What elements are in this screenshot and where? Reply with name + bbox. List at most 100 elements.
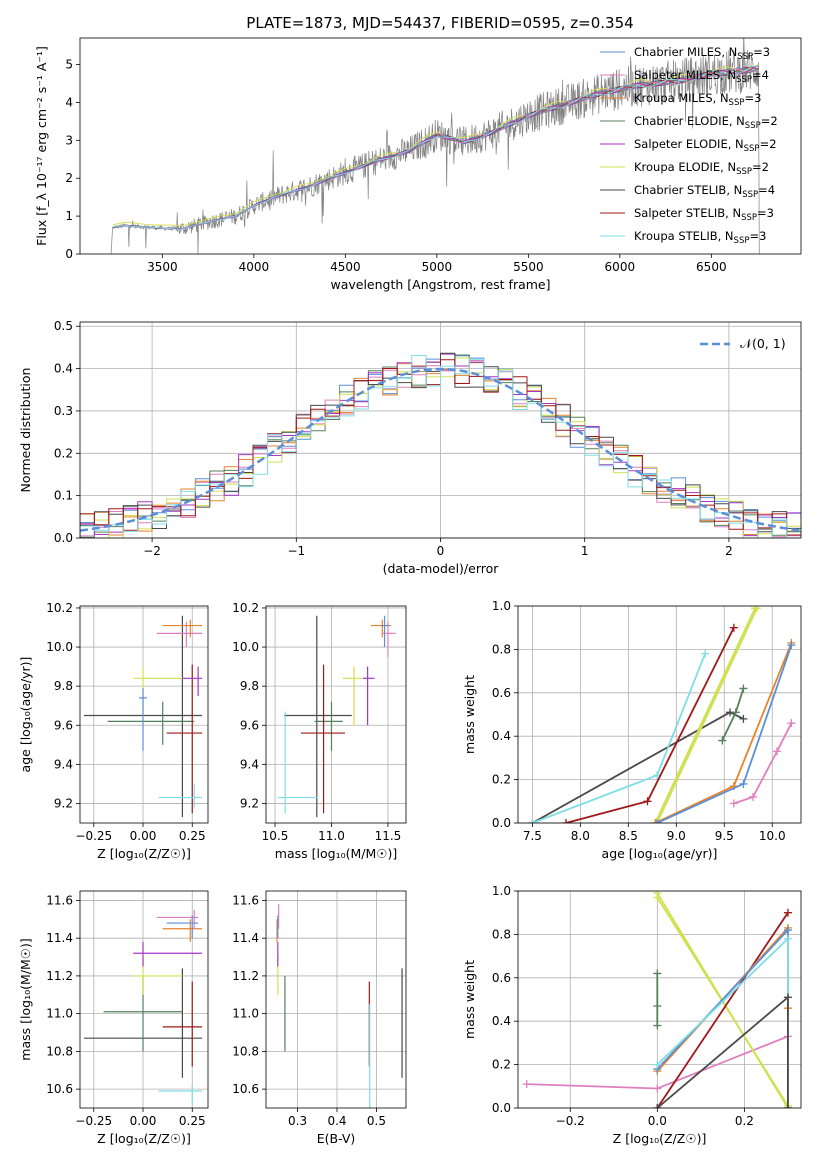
weight-line-chabrier_stelib	[656, 995, 789, 1108]
weight-line-salpeter_miles	[733, 722, 793, 805]
legend: 𝒩(0, 1)	[700, 336, 786, 351]
y-tick-label: 0.4	[492, 1014, 511, 1028]
x-axis-label: (data-model)/error	[383, 561, 500, 576]
y-tick-label: 9.4	[240, 757, 259, 771]
y-tick-label: 10.6	[46, 1082, 73, 1096]
y-tick-label: 11.4	[232, 931, 259, 945]
data-marks	[528, 606, 796, 823]
y-tick-label: 0.2	[492, 773, 511, 787]
x-tick-label: 7.5	[523, 829, 542, 843]
weight-marker-chabrier_elodie	[718, 736, 727, 745]
weight-vs-age-panel: 7.5 8.0 8.5 9.0 9.5 10.0 0.0 0.2 0.4 0.6 0.8 1.0 age…	[462, 599, 802, 861]
weight-marker-chabrier_miles	[653, 819, 662, 823]
normal-curve-line	[80, 367, 801, 532]
axes-frame	[517, 605, 802, 824]
weight-marker-kroupa_stelib	[528, 819, 537, 823]
x-tick-label: −0.25	[75, 829, 112, 843]
x-axis-label: E(B-V)	[317, 1131, 356, 1146]
y-tick-label: 0.1	[54, 489, 73, 503]
x-tick-label: 0.00	[130, 1114, 157, 1128]
x-tick-label: 0.25	[179, 1114, 206, 1128]
y-axis-label: age [log₁₀(age/yr)]	[18, 657, 33, 773]
axes: 10.5 11.0 11.5 9.2 9.4 9.6 9.8 10.0 10.2 mass [lo…	[232, 601, 407, 861]
y-tick-label: 9.8	[54, 679, 73, 693]
x-axis-label: Z [log₁₀(Z/Z☉)]	[613, 1131, 707, 1146]
weight-marker-salpeter_miles	[522, 1080, 531, 1089]
x-tick-label: 9.5	[715, 829, 734, 843]
weight-marker-chabrier_elodie	[653, 1021, 662, 1030]
y-tick-label: 10.0	[46, 640, 73, 654]
weight-marker-salpeter_miles	[773, 747, 782, 756]
y-tick-label: 10.6	[232, 1082, 259, 1096]
plot-area	[80, 606, 208, 823]
y-axis-label: mass [log₁₀(M/M☉)]	[18, 938, 33, 1060]
weight-marker-chabrier_elodie	[739, 684, 748, 693]
x-tick-label: 5000	[422, 260, 453, 274]
y-axis-label: Normed distribution	[18, 368, 33, 493]
data-marks	[522, 891, 792, 1108]
legend-label: Salpeter STELIB, NSSP=3	[634, 206, 774, 223]
axes: 7.5 8.0 8.5 9.0 9.5 10.0 0.0 0.2 0.4 0.6 0.8 1.0 age…	[462, 599, 802, 861]
mass-vs-ebv-panel: 0.3 0.4 0.5 10.6 10.8 11.0 11.2 11.4 11.6 E(B-V)	[232, 890, 407, 1146]
gridlines	[80, 606, 208, 823]
y-tick-label: 0.4	[54, 362, 73, 376]
y-tick-label: 10.2	[46, 601, 73, 615]
x-axis-label: mass [log₁₀(M/M☉)]	[275, 846, 397, 861]
weight-marker-chabrier_elodie	[653, 969, 662, 978]
y-tick-label: 10.0	[232, 640, 259, 654]
x-tick-label: 0.2	[735, 1114, 754, 1128]
x-tick-label: −0.25	[75, 1114, 112, 1128]
plot-area	[518, 605, 801, 824]
plot-area	[518, 890, 801, 1109]
axes-frame	[517, 890, 802, 1109]
axes: −0.25 0.00 0.25 10.6 10.8 11.0 11.2 11.4 11.6 Z […	[18, 890, 209, 1146]
y-tick-label: 1.0	[492, 884, 511, 898]
x-tick-label: 8.5	[619, 829, 638, 843]
y-tick-label: 0.4	[492, 729, 511, 743]
y-tick-label: 10.2	[232, 601, 259, 615]
y-tick-label: 9.6	[240, 718, 259, 732]
weight-marker-chabrier_stelib	[739, 714, 748, 723]
x-tick-label: 8.0	[571, 829, 590, 843]
axes: −0.25 0.00 0.25 9.2 9.4 9.6 9.8 10.0 10.2 Z [log₁…	[18, 601, 209, 861]
x-tick-label: 0.3	[288, 1114, 307, 1128]
x-tick-label: 11.5	[375, 829, 402, 843]
axes-frame	[265, 605, 407, 824]
y-tick-label: 0.0	[54, 531, 73, 545]
x-tick-label: 1	[581, 544, 589, 558]
x-tick-label: 3500	[147, 260, 178, 274]
gridlines	[518, 890, 801, 1109]
x-axis-label: age [log₁₀(age/yr)]	[602, 846, 718, 861]
weight-line-kroupa_elodie	[654, 607, 756, 823]
y-tick-label: 0	[65, 247, 73, 261]
x-tick-label: 0.4	[327, 1114, 346, 1128]
legend-label: Chabrier STELIB, NSSP=4	[634, 183, 775, 200]
weight-marker-kroupa_elodie	[752, 606, 761, 613]
x-tick-label: 0.25	[179, 829, 206, 843]
axes-frame	[79, 890, 209, 1109]
x-tick-label: 5500	[513, 260, 544, 274]
x-axis-label: Z [log₁₀(Z/Z☉)]	[97, 1131, 191, 1146]
weight-marker-salpeter_stelib	[729, 623, 738, 632]
x-axis-label: Z [log₁₀(Z/Z☉)]	[97, 846, 191, 861]
x-tick-label: 0.5	[367, 1114, 386, 1128]
x-tick-label: 6000	[605, 260, 636, 274]
y-tick-label: 9.4	[54, 757, 73, 771]
y-tick-label: 2	[65, 171, 73, 185]
y-tick-label: 0.5	[54, 319, 73, 333]
weight-marker-kroupa_stelib	[701, 649, 710, 658]
x-tick-label: 10.0	[759, 829, 786, 843]
weight-marker-salpeter_miles	[653, 1084, 662, 1093]
y-tick-label: 11.6	[46, 893, 73, 907]
y-axis-label: mass weight	[462, 675, 477, 754]
weight-line-kroupa_miles	[654, 642, 793, 823]
y-tick-label: 11.0	[46, 1007, 73, 1021]
data-marks	[83, 615, 203, 818]
gridlines	[518, 605, 801, 824]
mass-vs-metallicity-panel: −0.25 0.00 0.25 10.6 10.8 11.0 11.2 11.4 11.6 Z […	[18, 890, 209, 1146]
axes: 0.3 0.4 0.5 10.6 10.8 11.0 11.2 11.4 11.6 E(B-V)	[232, 890, 407, 1146]
x-tick-label: 4500	[330, 260, 361, 274]
y-tick-label: 0.3	[54, 404, 73, 418]
spectrum-panel: 3500 4000 4500 5000 5500 6000 6500 0 1 2 3 4 5 wavele…	[34, 37, 802, 292]
